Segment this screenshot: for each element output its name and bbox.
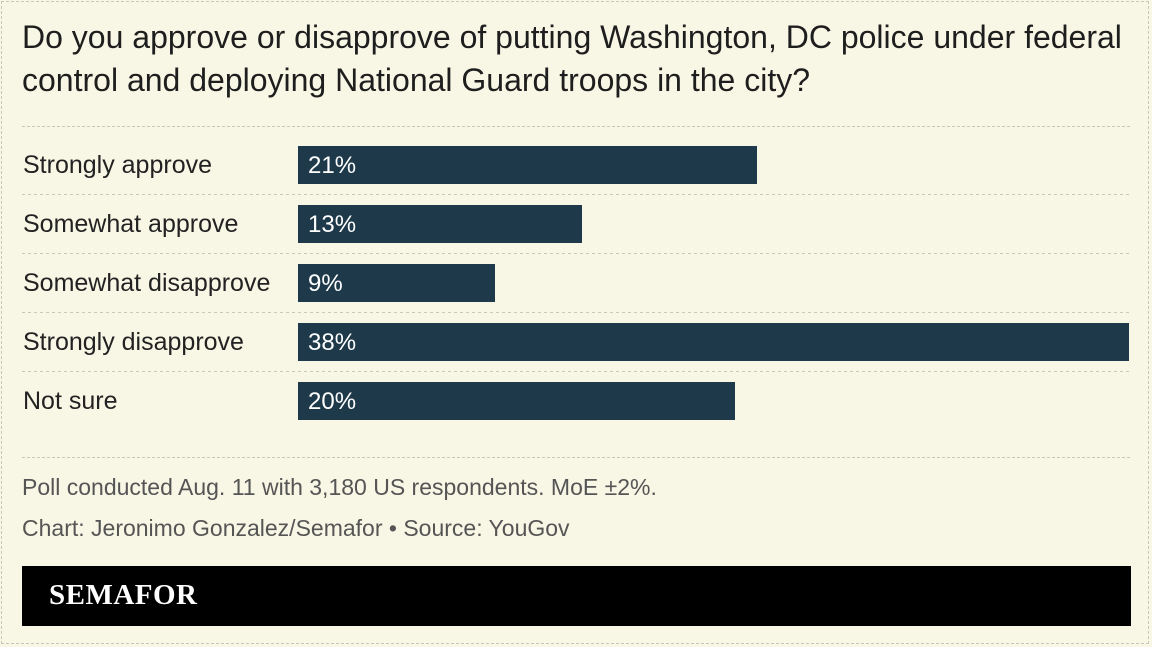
notes-divider [22,457,1130,458]
bar-row: Somewhat disapprove 9% [22,264,1130,313]
bar [298,146,757,184]
credit-note: Chart: Jeronimo Gonzalez/Semafor • Sourc… [22,515,570,541]
chart-title: Do you approve or disapprove of putting … [22,19,1122,98]
bar-row: Not sure 20% [23,382,735,420]
category-label: Strongly disapprove [23,328,244,356]
bar-row: Strongly approve 21% [22,146,1130,195]
value-label: 20% [308,388,356,415]
bar [298,323,1129,361]
bar-chart: Strongly approve 21%Somewhat approve 13%So… [22,146,1130,420]
bar [298,264,495,302]
value-label: 38% [308,329,356,356]
category-label: Not sure [23,387,117,415]
category-label: Somewhat approve [23,210,238,238]
category-label: Somewhat disapprove [23,269,270,297]
brand-footer: SEMAFOR [22,566,1131,626]
value-label: 21% [308,152,356,179]
semafor-logo: SEMAFOR [49,579,198,611]
bar-row: Somewhat approve 13% [22,205,1130,254]
value-label: 13% [308,211,356,238]
poll-note: Poll conducted Aug. 11 with 3,180 US res… [22,474,657,500]
value-label: 9% [308,270,343,297]
bar [298,205,582,243]
category-label: Strongly approve [23,151,212,179]
title-divider [22,126,1130,127]
bar [298,382,735,420]
bar-row: Strongly disapprove 38% [22,323,1130,372]
